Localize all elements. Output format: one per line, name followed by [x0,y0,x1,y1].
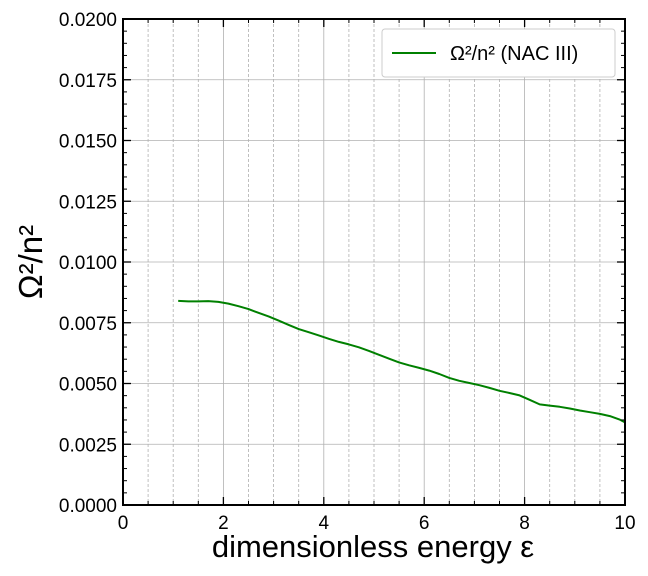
y-tick-label: 0.0100 [59,253,117,274]
x-axis-title: dimensionless energy ε [212,529,534,564]
y-tick-labels: 0.0000 0.0025 0.0050 0.0075 0.0100 0.0125 0.01… [59,10,117,517]
x-tick-label: 4 [319,513,330,534]
series-line [178,299,626,424]
x-tick-label: 6 [419,513,430,534]
x-tick-label: 2 [218,513,229,534]
y-tick-label: 0.0075 [59,314,117,335]
x-tick-label: 0 [118,513,129,534]
y-tick-label: 0.0025 [59,435,117,456]
ticks [122,18,626,506]
x-tick-label: 8 [519,513,530,534]
legend-label: Ω²/n² (NAC III) [450,43,578,65]
y-tick-label: 0.0200 [59,10,117,31]
grid [122,18,626,506]
y-tick-label: 0.0175 [59,71,117,92]
y-tick-label: 0.0125 [59,192,117,213]
legend-box [381,28,616,78]
y-tick-label: 0.0050 [59,375,117,396]
y-axis-title: Ω²/n² [12,225,49,299]
series-layer [178,299,626,424]
x-tick-labels: 0 2 4 6 8 10 [118,513,636,534]
x-tick-label: 10 [614,513,635,534]
y-tick-label: 0.0000 [59,496,117,517]
y-tick-label: 0.0150 [59,132,117,153]
legend: Ω²/n² (NAC III) [381,28,616,78]
